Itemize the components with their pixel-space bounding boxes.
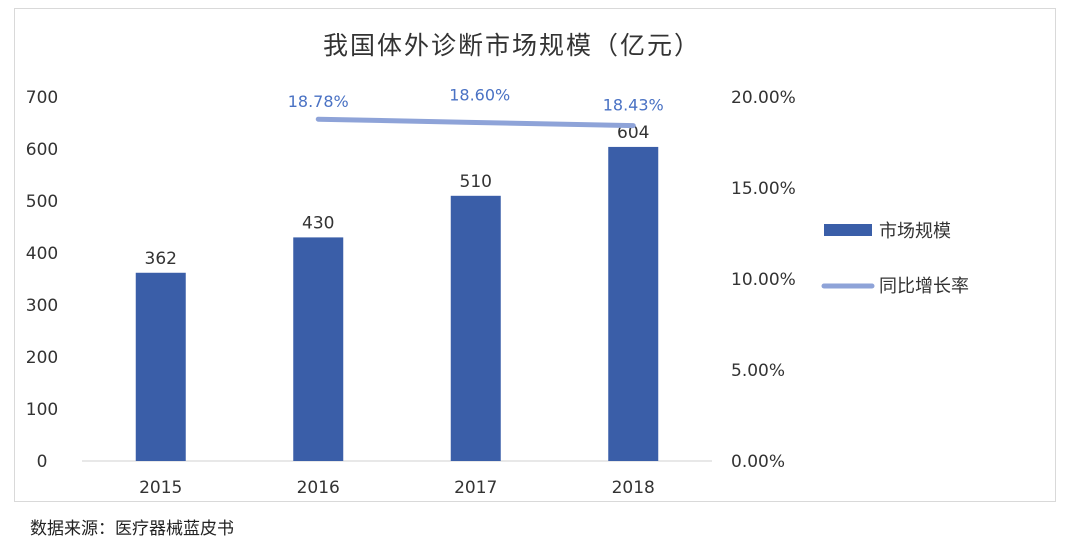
bar-data-label: 510	[460, 172, 492, 192]
y-right-tick-label: 5.00%	[731, 361, 785, 381]
y-left-tick-label: 500	[26, 192, 58, 212]
growth-rate-line	[315, 116, 636, 129]
chart-title: 我国体外诊断市场规模（亿元）	[323, 31, 701, 60]
chart-frame	[14, 8, 1056, 502]
ivd-market-chart: 我国体外诊断市场规模（亿元） 0 100 200 300 400 500 600 700 0.00…	[26, 31, 969, 498]
y-left-tick-label: 400	[26, 244, 58, 264]
y-left-tick-label: 200	[26, 348, 58, 368]
legend-label-market-size: 市场规模	[879, 221, 951, 242]
x-tick-label: 2018	[612, 478, 655, 498]
growth-rate-label: 18.60%	[449, 85, 510, 104]
y-right-tick-label: 0.00%	[731, 452, 785, 472]
x-tick-label: 2015	[139, 478, 182, 498]
bar-2016	[293, 237, 344, 461]
y-right-tick-label: 10.00%	[731, 270, 796, 290]
y-left-tick-label: 700	[26, 88, 58, 108]
y-right-tick-label: 15.00%	[731, 179, 796, 199]
x-tick-label: 2016	[297, 478, 340, 498]
bar-data-label: 604	[617, 123, 649, 143]
y-left-tick-label: 300	[26, 296, 58, 316]
growth-rate-label: 18.78%	[288, 92, 349, 111]
bar-2017	[450, 195, 501, 462]
y-left-tick-label: 600	[26, 140, 58, 160]
source-note: 数据来源：医疗器械蓝皮书	[30, 519, 234, 539]
legend-swatch-market-size	[824, 224, 872, 236]
bar-2018	[608, 146, 659, 462]
y-left-tick-label: 100	[26, 400, 58, 420]
y-right-tick-label: 20.00%	[731, 88, 796, 108]
growth-rate-label: 18.43%	[603, 96, 664, 115]
bar-2015	[135, 272, 186, 461]
bar-data-label: 362	[145, 249, 177, 269]
x-tick-label: 2017	[454, 478, 497, 498]
y-left-tick-label: 0	[37, 452, 48, 472]
legend-label-growth-rate: 同比增长率	[879, 276, 969, 297]
bar-data-label: 430	[302, 213, 334, 233]
